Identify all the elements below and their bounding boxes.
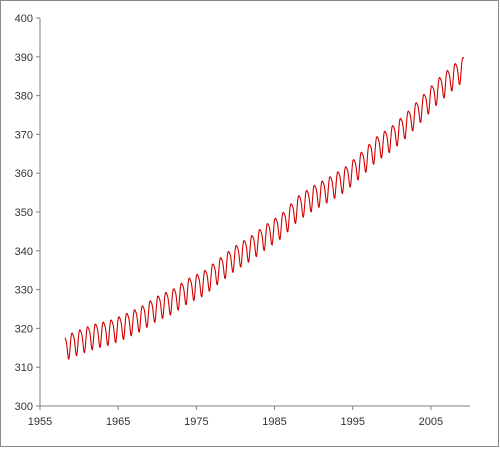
y-tick-label: 370 bbox=[15, 129, 33, 141]
y-tick-label: 300 bbox=[15, 401, 33, 413]
y-tick-label: 350 bbox=[15, 207, 33, 219]
x-tick-label: 1985 bbox=[262, 416, 286, 428]
y-tick-label: 310 bbox=[15, 362, 33, 374]
x-tick-label: 1965 bbox=[106, 416, 130, 428]
x-tick-label: 1975 bbox=[184, 416, 208, 428]
y-tick-label: 380 bbox=[15, 91, 33, 103]
x-tick-label: 1995 bbox=[340, 416, 364, 428]
x-tick-label: 2005 bbox=[419, 416, 443, 428]
series-layer bbox=[64, 56, 465, 360]
y-tick-label: 320 bbox=[15, 323, 33, 335]
co2-series-line bbox=[64, 56, 465, 360]
x-tick-label: 1955 bbox=[28, 416, 52, 428]
y-tick-label: 390 bbox=[15, 52, 33, 64]
y-tick-label: 360 bbox=[15, 168, 33, 180]
y-tick-label: 340 bbox=[15, 246, 33, 258]
y-tick-label: 400 bbox=[15, 13, 33, 25]
axes: 300 310 320 330 340 350 360 370 380 390 400 1955 196… bbox=[15, 13, 470, 428]
y-tick-label: 330 bbox=[15, 285, 33, 297]
